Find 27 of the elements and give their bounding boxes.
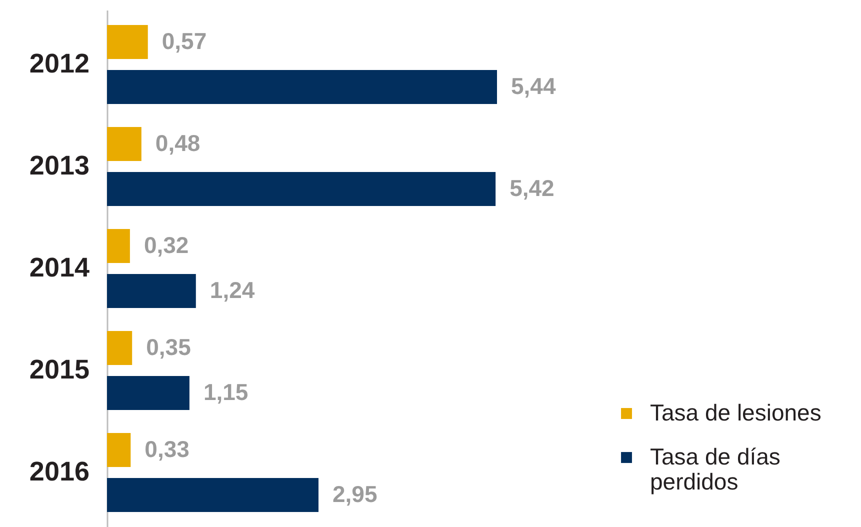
y-tick-label: 2015 xyxy=(29,354,90,384)
y-tick-label: 2013 xyxy=(29,150,90,181)
data-label: 1,15 xyxy=(203,379,248,405)
bar xyxy=(107,126,142,162)
y-tick-label: 2016 xyxy=(29,456,90,486)
bar xyxy=(107,70,497,104)
legend-label: Tasa de lesiones xyxy=(650,400,822,426)
y-tick-label: 2014 xyxy=(29,252,90,282)
data-label: 1,24 xyxy=(210,277,255,304)
data-label: 0,57 xyxy=(162,28,207,54)
bar xyxy=(107,376,190,410)
legend-label: Tasa de días perdidos xyxy=(650,444,780,494)
data-label: 2,95 xyxy=(332,480,378,507)
data-label: 5,42 xyxy=(510,175,554,202)
bar xyxy=(107,24,148,60)
data-label: 0,48 xyxy=(155,130,200,156)
y-tick-label: 2012 xyxy=(29,48,90,79)
bar xyxy=(107,330,132,365)
data-label: 0,35 xyxy=(146,334,192,360)
data-label: 5,44 xyxy=(511,73,556,100)
bar xyxy=(107,274,196,308)
bar xyxy=(107,432,131,467)
bar xyxy=(107,172,496,206)
data-label: 0,33 xyxy=(144,436,190,462)
bar xyxy=(107,478,318,512)
data-label: 0,32 xyxy=(144,232,189,258)
bar xyxy=(107,228,130,264)
